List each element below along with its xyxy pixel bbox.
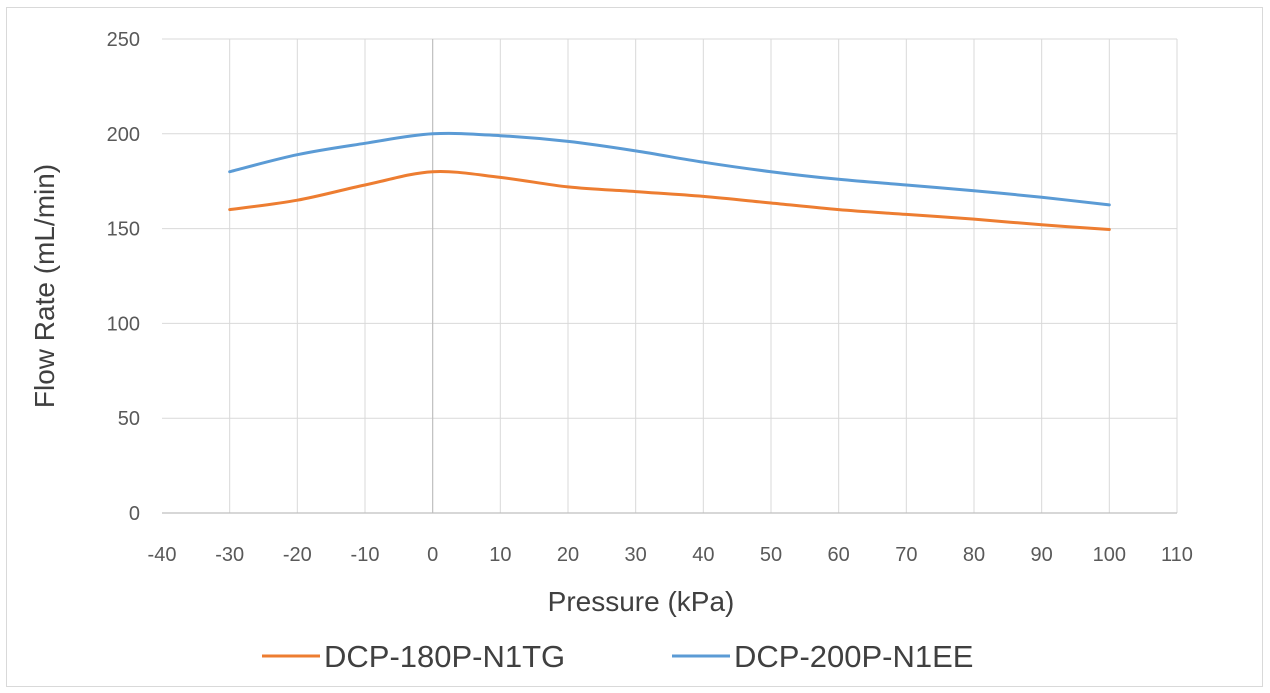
x-tick-label: -40 — [148, 544, 177, 566]
x-tick-label: 90 — [1031, 544, 1053, 566]
x-tick-label: 10 — [489, 544, 511, 566]
grid — [162, 38, 1178, 513]
series-lines — [228, 131, 1111, 231]
legend-label-0: DCP-180P-N1TG — [324, 639, 565, 674]
x-tick-label: 0 — [427, 544, 438, 566]
chart-frame: 0 50 100 150 200 250 -40 -30 -20 -10 0 10 20 30 40 50 6… — [6, 7, 1263, 687]
x-tick-labels: -40 -30 -20 -10 0 10 20 30 40 50 60 70 80 90 100 110 — [148, 544, 1193, 566]
x-tick-label: -20 — [283, 544, 312, 566]
y-tick-label: 150 — [107, 219, 140, 241]
y-tick-label: 250 — [107, 29, 140, 51]
y-tick-labels: 0 50 100 150 200 250 — [107, 29, 140, 525]
x-tick-label: 20 — [557, 544, 579, 566]
x-axis-title: Pressure (kPa) — [548, 586, 735, 617]
y-tick-label: 200 — [107, 124, 140, 146]
axes — [162, 39, 1177, 514]
series-line-0 — [228, 169, 1111, 231]
x-tick-label: 40 — [692, 544, 714, 566]
x-tick-label: 70 — [895, 544, 917, 566]
y-tick-label: 50 — [118, 408, 140, 430]
x-tick-label: 80 — [963, 544, 985, 566]
x-tick-label: -30 — [215, 544, 244, 566]
legend: DCP-180P-N1TG DCP-200P-N1EE — [262, 639, 973, 674]
y-axis-title: Flow Rate (mL/min) — [29, 164, 60, 408]
y-tick-label: 0 — [129, 503, 140, 525]
x-tick-label: 100 — [1093, 544, 1126, 566]
legend-label-1: DCP-200P-N1EE — [734, 639, 973, 674]
x-tick-label: 110 — [1161, 544, 1193, 566]
line-chart: 0 50 100 150 200 250 -40 -30 -20 -10 0 10 20 30 40 50 6… — [29, 29, 1193, 674]
x-tick-label: -10 — [351, 544, 380, 566]
x-tick-label: 50 — [760, 544, 782, 566]
x-tick-label: 60 — [828, 544, 850, 566]
x-tick-label: 30 — [625, 544, 647, 566]
series-line-1 — [228, 131, 1111, 207]
y-tick-label: 100 — [107, 313, 140, 335]
